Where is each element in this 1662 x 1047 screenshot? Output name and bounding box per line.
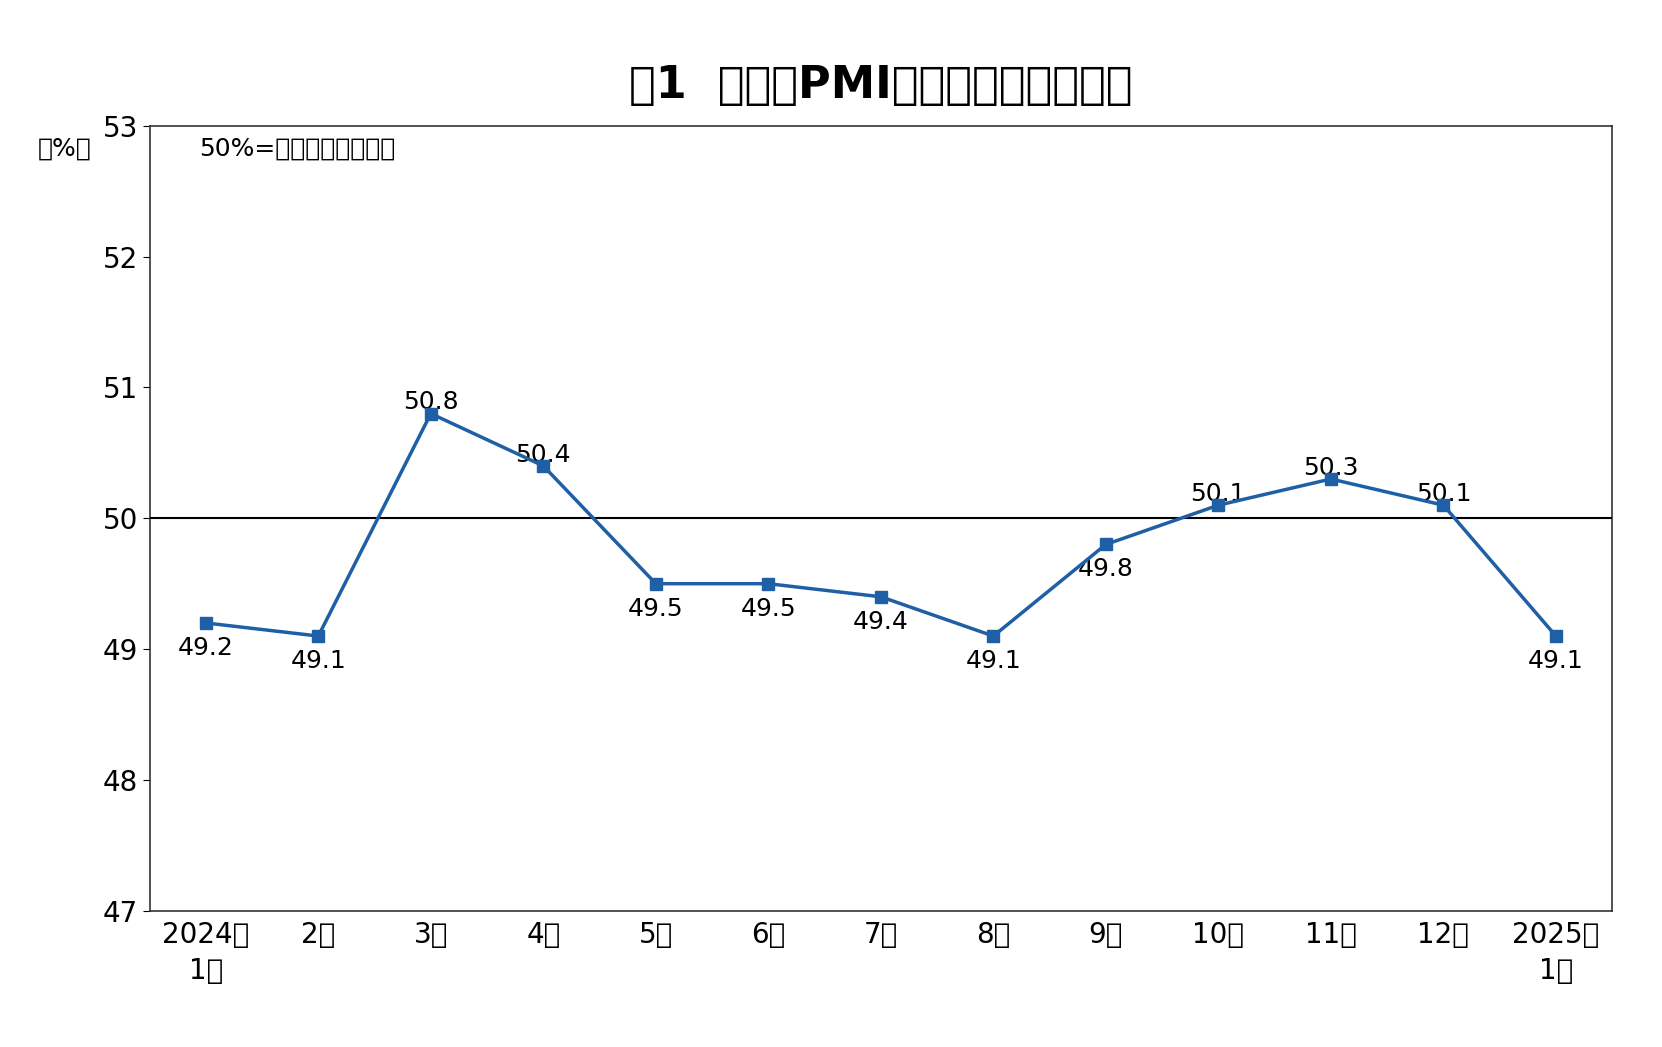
Text: 49.1: 49.1 (1527, 649, 1584, 673)
Title: 图1  制造业PMI指数（经季节调整）: 图1 制造业PMI指数（经季节调整） (630, 64, 1132, 107)
Text: 50.8: 50.8 (402, 391, 459, 415)
Text: 49.2: 49.2 (178, 636, 234, 660)
Text: 49.1: 49.1 (966, 649, 1020, 673)
Text: 49.5: 49.5 (741, 597, 796, 621)
Text: 50.3: 50.3 (1303, 455, 1358, 480)
Text: （%）: （%） (38, 136, 91, 160)
Text: 49.4: 49.4 (853, 609, 909, 633)
Text: 49.1: 49.1 (291, 649, 346, 673)
Text: 50%=与上月比较无变化: 50%=与上月比较无变化 (199, 136, 396, 160)
Text: 49.8: 49.8 (1079, 557, 1133, 581)
Text: 49.5: 49.5 (628, 597, 683, 621)
Text: 50.1: 50.1 (1190, 482, 1246, 506)
Text: 50.1: 50.1 (1416, 482, 1471, 506)
Text: 50.4: 50.4 (515, 443, 572, 467)
